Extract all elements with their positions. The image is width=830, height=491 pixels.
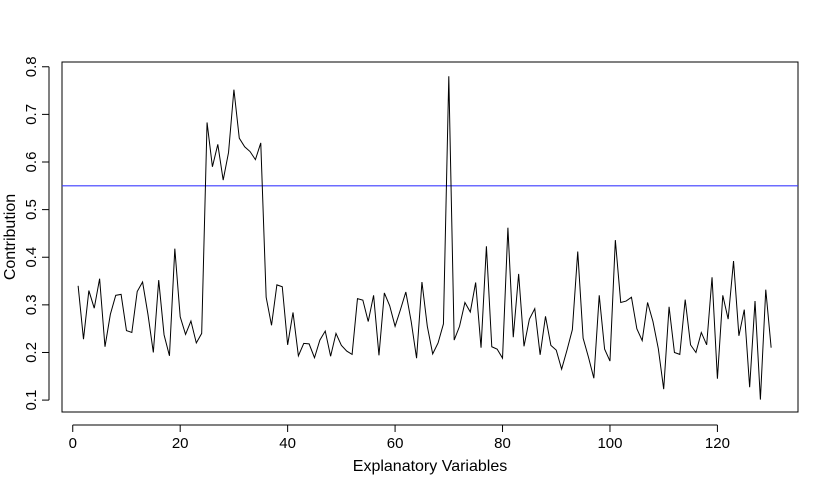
x-tick-label: 100 xyxy=(597,435,622,452)
y-tick-label: 0.4 xyxy=(23,247,40,268)
x-axis: 0 20 40 60 80 100 120 xyxy=(69,424,730,452)
y-tick-label: 0.8 xyxy=(23,56,40,77)
x-tick-label: 0 xyxy=(69,435,77,452)
x-axis-label: Explanatory Variables xyxy=(353,458,507,475)
y-tick-label: 0.3 xyxy=(23,294,40,315)
x-tick-label: 80 xyxy=(494,435,511,452)
y-tick-label: 0.1 xyxy=(23,390,40,411)
series-line xyxy=(77,76,772,400)
x-tick-label: 20 xyxy=(172,435,189,452)
y-tick-label: 0.7 xyxy=(23,104,40,125)
x-tick-label: 120 xyxy=(705,435,730,452)
x-tick-label: 60 xyxy=(387,435,404,452)
x-tick-label: 40 xyxy=(279,435,296,452)
y-axis: 0.1 0.2 0.3 0.4 0.5 0.6 0.7 0.8 xyxy=(23,56,50,411)
y-tick-label: 0.6 xyxy=(23,152,40,173)
y-tick-label: 0.2 xyxy=(23,342,40,363)
y-tick-label: 0.5 xyxy=(23,199,40,220)
plot-frame xyxy=(61,61,799,413)
y-axis-label: Contribution xyxy=(2,194,19,280)
